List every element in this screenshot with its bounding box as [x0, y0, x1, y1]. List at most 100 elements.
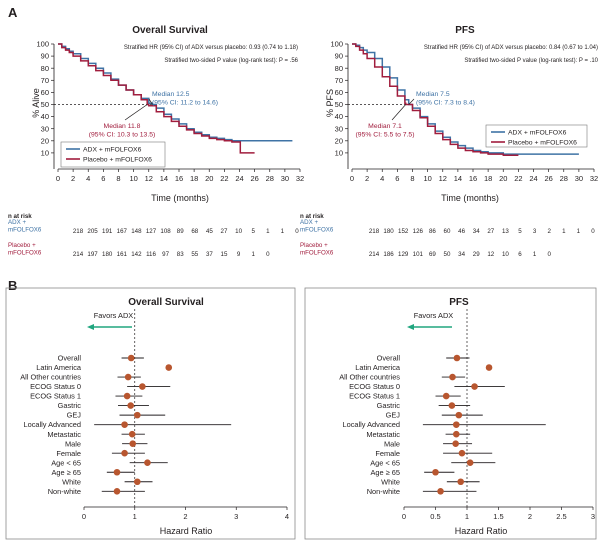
hr-point: [121, 421, 128, 428]
favors-label: Favors ADX: [94, 311, 133, 320]
subgroup-label: Male: [384, 439, 400, 448]
risk-value: 60: [444, 228, 451, 235]
x-tick-label: 2.5: [556, 512, 566, 521]
risk-layer: ADX +mFOLFOX6 218 205 191 167 148 127 108 89 68 45…: [8, 219, 299, 258]
x-tick-label: 1: [133, 512, 137, 521]
risk-value: 180: [102, 251, 113, 258]
risk-row-label: Placebo +: [8, 242, 36, 249]
median-label: (95% CI: 11.2 to 14.6): [152, 100, 218, 107]
y-axis-label: % Alive: [31, 88, 41, 118]
risk-value: 191: [102, 228, 113, 235]
x-tick-label: 28: [560, 174, 568, 183]
risk-value: 108: [160, 228, 171, 235]
legend-box: [485, 124, 588, 148]
median-leader-line: [391, 104, 406, 121]
risk-value: 5: [251, 228, 255, 235]
x-tick-label: 2: [528, 512, 532, 521]
hr-point: [452, 421, 460, 428]
hr-point: [127, 354, 135, 362]
x-tick-label: 2: [71, 174, 75, 183]
favors-label: Favors ADX: [414, 311, 453, 320]
km-chart-overall-survival: Overall Survival Stratified HR (95% CI) …: [8, 25, 304, 258]
risk-value: 29: [473, 251, 480, 258]
risk-row-label: Placebo +: [300, 242, 328, 249]
risk-value: 129: [398, 251, 409, 258]
hr-point: [129, 440, 137, 447]
x-tick-label: 0: [82, 512, 86, 521]
subgroup-label: Gastric: [58, 401, 82, 410]
risk-value: 126: [413, 228, 424, 235]
subgroup-label: ECOG Status 0: [349, 382, 400, 391]
hr-point: [144, 459, 151, 467]
risk-layer: ADX +mFOLFOX6 218 180 152 126 86 60 46 34 27 13 5 3 2…: [300, 219, 595, 258]
risk-value: 116: [146, 251, 156, 258]
x-tick-label: 3: [591, 512, 595, 521]
x-tick-label: 0: [350, 174, 354, 183]
risk-value: 214: [73, 251, 84, 258]
risk-value: 86: [429, 228, 436, 235]
y-tick-label: 80: [335, 64, 343, 73]
subgroup-label: Metastatic: [366, 430, 400, 439]
x-tick-label: 22: [220, 174, 228, 183]
risk-value: 1: [266, 228, 270, 235]
y-tick-label: 10: [335, 149, 343, 158]
subgroup-label: ECOG Status 1: [349, 392, 400, 401]
hr-point: [455, 411, 463, 419]
subgroup-label: Locally Advanced: [342, 420, 400, 429]
subgroup-label: Age < 65: [370, 458, 400, 467]
forest-frame: [304, 287, 597, 540]
risk-value: 10: [502, 251, 509, 258]
median-layer: Median 12.5 (95% CI: 11.2 to 14.6) Median …: [89, 91, 218, 139]
risk-value: 218: [73, 228, 84, 235]
risk-value: 101: [413, 251, 424, 258]
hr-point: [485, 364, 493, 371]
risk-value: 1: [533, 251, 537, 258]
risk-header: n at risk: [8, 213, 32, 220]
subgroup-label: Overall: [377, 354, 401, 363]
subgroup-label: Age < 65: [51, 458, 81, 467]
legend-label: ADX + mFOLFOX6: [83, 147, 142, 154]
risk-value: 197: [87, 251, 98, 258]
hr-point: [123, 392, 131, 400]
risk-row-label: mFOLFOX6: [300, 250, 334, 257]
hr-note: Stratified HR (95% CI) of ADX versus pla…: [124, 45, 298, 51]
hr-point: [432, 468, 439, 476]
risk-value: 186: [383, 251, 394, 258]
risk-value: 5: [518, 228, 522, 235]
subgroup-label: White: [62, 477, 81, 486]
x-tick-label: 10: [129, 174, 137, 183]
risk-value: 27: [221, 228, 228, 235]
y-tick-label: 100: [330, 40, 343, 49]
legend-label: Placebo + mFOLFOX6: [508, 140, 577, 147]
hr-point: [121, 449, 128, 457]
risk-value: 97: [162, 251, 169, 258]
x-tick-label: 0: [402, 512, 406, 521]
risk-value: 89: [177, 228, 184, 235]
x-tick-label: 16: [469, 174, 477, 183]
x-axis-label: Time (months): [441, 193, 499, 203]
x-tick-label: 18: [484, 174, 492, 183]
risk-value: 214: [369, 251, 380, 258]
x-tick-label: 24: [235, 174, 243, 183]
median-leader-line: [148, 98, 153, 105]
y-tick-label: 100: [36, 40, 49, 49]
risk-value: 142: [131, 251, 142, 258]
y-tick-label: 10: [41, 149, 49, 158]
risk-value: 46: [458, 228, 465, 235]
chart-title: Overall Survival: [128, 297, 204, 308]
ticks-layer: 0 2 4 6 8 10 12 14 16 18 20 22 24 26 28 30 3210203040506…: [330, 40, 598, 183]
risk-row-label: mFOLFOX6: [8, 227, 42, 234]
median-label: (95% CI: 5.5 to 7.5): [356, 132, 415, 139]
x-tick-label: 10: [423, 174, 431, 183]
y-tick-label: 30: [335, 124, 343, 133]
risk-value: 180: [383, 228, 394, 235]
panel-a-letter: A: [8, 5, 18, 20]
legend-layer: ADX + mFOLFOX6 Placebo + mFOLFOX6: [485, 124, 588, 148]
median-label: Median 11.8: [104, 123, 141, 130]
pvalue-note: Stratified two-sided P value (log-rank t…: [164, 58, 298, 64]
median-label: Median 7.5: [416, 91, 450, 98]
x-tick-label: 20: [499, 174, 507, 183]
